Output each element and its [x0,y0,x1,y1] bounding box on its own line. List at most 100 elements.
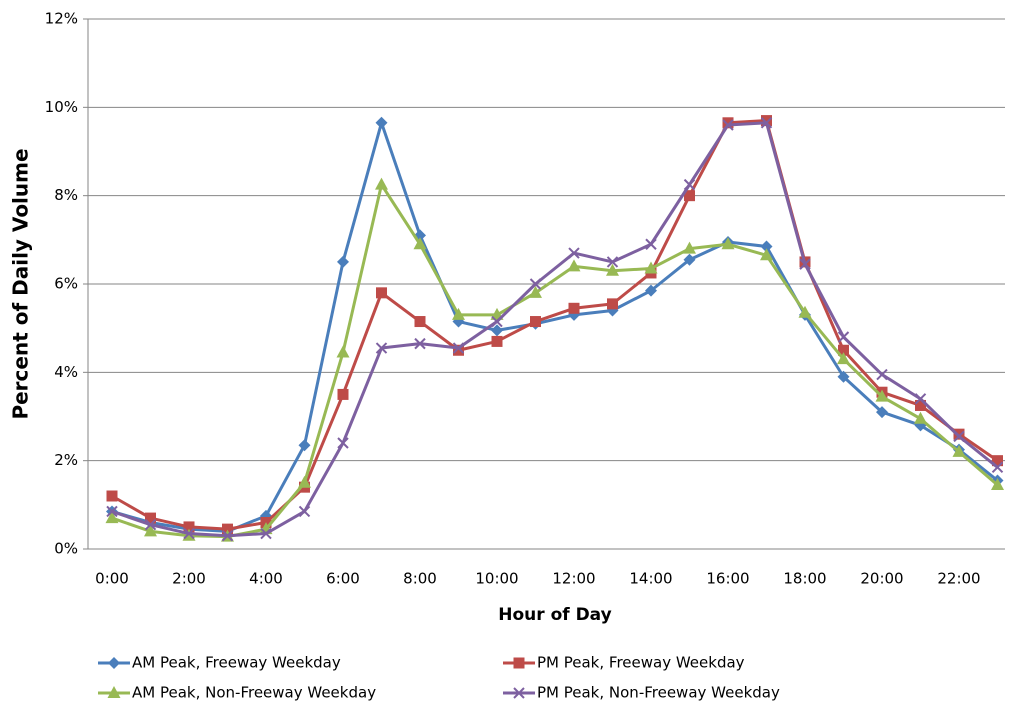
marker [952,444,966,457]
marker [453,344,464,356]
marker [568,247,580,259]
marker [953,430,965,443]
marker [452,307,465,320]
x-tick-label: 12:00 [552,570,595,588]
marker [529,285,542,298]
line [111,183,999,539]
marker [991,477,1004,490]
marker [684,190,695,202]
marker [260,527,272,540]
y-tick-label: 6% [54,275,78,293]
marker [337,388,349,400]
marker [530,316,541,328]
marker [645,284,657,297]
legend-label: PM Peak, Non-Freeway Weekday [537,684,780,702]
line [111,119,999,531]
legend-item: PM Peak, Freeway Weekday [503,654,745,672]
x-tick-label: 4:00 [249,570,283,588]
marker [452,342,465,354]
y-axis-title: Percent of Daily Volume [9,148,33,419]
marker [106,490,118,502]
marker [513,657,525,669]
marker [837,352,850,365]
marker [760,248,773,261]
marker [838,344,849,356]
x-tick-label: 20:00 [860,570,903,588]
marker [222,523,233,535]
marker [761,115,772,127]
legend-label: AM Peak, Freeway Weekday [132,654,341,672]
marker [568,302,580,314]
marker [529,278,542,290]
marker [491,335,503,347]
marker [914,393,927,405]
marker [837,331,850,343]
marker [722,119,734,131]
marker [106,505,118,518]
y-tick-label: 8% [54,186,78,204]
x-tick-label: 18:00 [783,570,826,588]
x-tick-label: 22:00 [937,570,980,588]
marker [491,324,503,337]
marker [337,255,349,268]
marker [914,411,927,424]
marker [721,237,735,250]
y-tick-label: 4% [54,363,78,381]
x-tick-label: 0:00 [95,570,129,588]
marker [683,253,696,266]
marker [144,519,157,531]
marker [798,305,812,318]
marker [876,406,888,419]
marker [760,117,773,129]
x-tick-label: 14:00 [629,570,672,588]
legend-label: PM Peak, Freeway Weekday [537,654,745,672]
marker [298,475,311,488]
x-tick-label: 8:00 [403,570,437,588]
marker [915,399,926,411]
marker [513,687,525,699]
marker [607,298,618,310]
legend-item: PM Peak, Non-Freeway Weekday [503,684,780,702]
line [111,121,999,538]
marker [876,368,888,381]
x-tick-label: 6:00 [326,570,360,588]
marker [108,657,120,669]
y-tick-label: 0% [54,540,78,558]
marker [760,240,773,253]
marker [144,524,157,537]
legend-label: AM Peak, Non-Freeway Weekday [132,684,376,702]
marker [183,527,195,540]
marker [414,316,426,328]
x-tick-label: 2:00 [172,570,206,588]
x-tick-label: 10:00 [475,570,518,588]
marker [992,455,1003,467]
legend-item: AM Peak, Freeway Weekday [98,654,341,672]
y-tick-label: 10% [45,98,78,116]
marker [375,116,388,129]
marker [183,521,195,533]
marker [375,177,388,190]
marker [875,389,889,402]
line [111,121,999,533]
legend-item: AM Peak, Non-Freeway Weekday [98,684,376,702]
marker [799,258,811,270]
x-tick-label: 16:00 [706,570,749,588]
marker [683,241,696,254]
marker [644,261,658,274]
marker [567,259,581,272]
marker [491,315,503,328]
marker [991,461,1004,473]
marker [645,238,657,250]
marker [606,256,619,268]
y-tick-label: 2% [54,451,78,469]
marker [953,428,965,440]
series [106,117,1004,542]
marker [837,370,850,383]
y-tick-label: 12% [45,10,78,28]
marker [298,505,311,518]
marker [336,345,350,358]
marker [722,117,734,129]
marker [606,263,619,276]
marker [105,511,119,524]
marker [414,337,426,350]
